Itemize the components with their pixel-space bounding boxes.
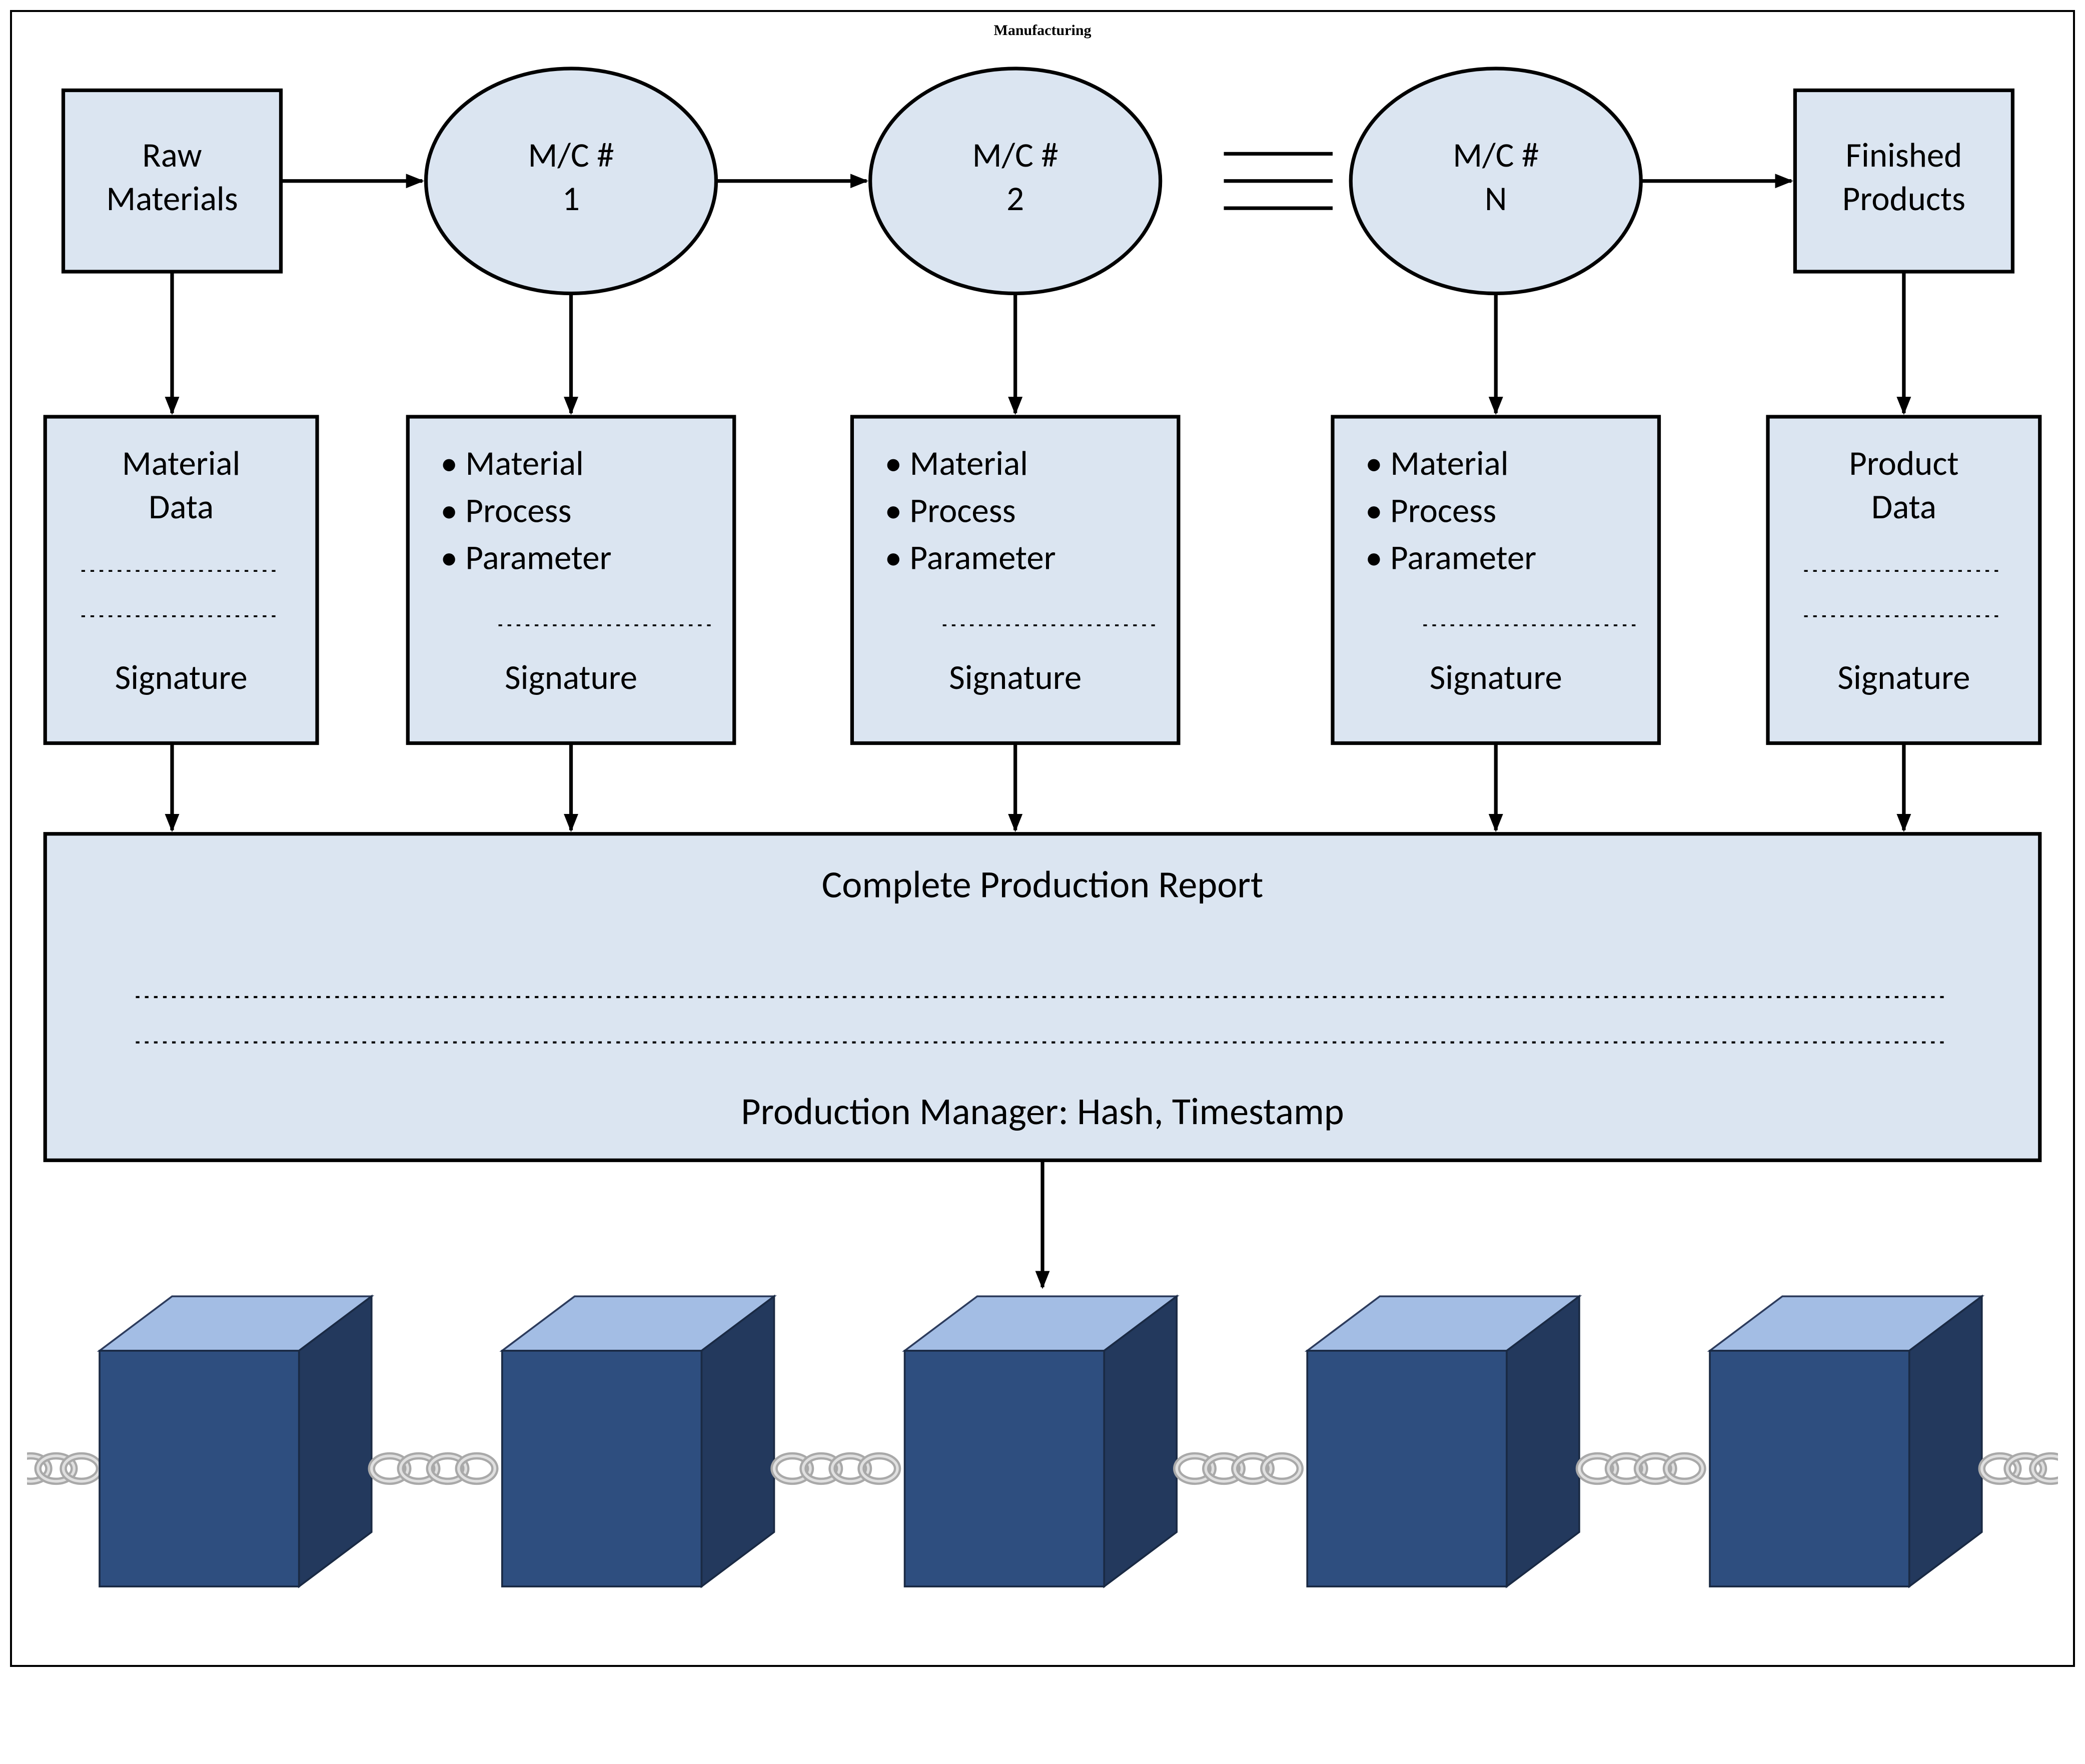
chain-1 xyxy=(372,1456,495,1481)
blockchain-row xyxy=(27,1296,2058,1586)
chain-leading xyxy=(27,1456,100,1481)
chain-trailing xyxy=(1982,1456,2058,1481)
svg-text:• Process: • Process xyxy=(441,489,572,531)
chain-3 xyxy=(1177,1456,1300,1481)
cube-2 xyxy=(502,1296,774,1586)
svg-text:• Material: • Material xyxy=(441,442,584,484)
cube-1 xyxy=(100,1296,372,1586)
diagram-frame: Manufacturing Raw Materials M/C # 1 M/C … xyxy=(10,10,2075,1667)
cube-3 xyxy=(905,1296,1177,1586)
svg-text:2: 2 xyxy=(1006,178,1024,220)
cube-5 xyxy=(1710,1296,1982,1586)
svg-text:• Material: • Material xyxy=(885,442,1028,484)
svg-text:• Process: • Process xyxy=(885,489,1016,531)
svg-text:Materials: Materials xyxy=(106,178,238,220)
continuation-lines xyxy=(1224,154,1333,208)
detail-mcn: • Material • Process • Parameter Signatu… xyxy=(1333,417,1659,743)
svg-text:Products: Products xyxy=(1842,178,1965,220)
detail-mc2: • Material • Process • Parameter Signatu… xyxy=(852,417,1179,743)
chain-4 xyxy=(1579,1456,1703,1481)
node-mc-1: M/C # 1 xyxy=(426,69,716,294)
diagram-svg: Raw Materials M/C # 1 M/C # 2 M/C # N xyxy=(27,54,2058,1650)
chain-2 xyxy=(774,1456,898,1481)
node-raw-materials: Raw Materials xyxy=(64,91,281,272)
svg-text:Data: Data xyxy=(1871,486,1936,528)
svg-text:Signature: Signature xyxy=(1837,656,1970,698)
svg-text:Signature: Signature xyxy=(115,656,248,698)
detail-mc1: • Material • Process • Parameter Signatu… xyxy=(408,417,734,743)
svg-text:Data: Data xyxy=(149,486,214,528)
svg-text:• Parameter: • Parameter xyxy=(441,537,612,579)
svg-text:• Material: • Material xyxy=(1365,442,1508,484)
svg-text:Production Manager: Hash, Time: Production Manager: Hash, Timestamp xyxy=(741,1089,1344,1135)
node-mc-n: M/C # N xyxy=(1351,69,1641,294)
detail-finished: Product Data Signature xyxy=(1768,417,2040,743)
svg-text:1: 1 xyxy=(562,178,580,220)
svg-text:Signature: Signature xyxy=(949,656,1082,698)
svg-text:• Parameter: • Parameter xyxy=(885,537,1056,579)
svg-text:N: N xyxy=(1485,178,1507,220)
svg-text:M/C #: M/C # xyxy=(1453,134,1539,176)
svg-text:Product: Product xyxy=(1849,442,1958,484)
svg-text:Signature: Signature xyxy=(505,656,637,698)
svg-text:Material: Material xyxy=(122,442,240,484)
detail-raw: Material Data Signature xyxy=(45,417,317,743)
svg-text:Signature: Signature xyxy=(1430,656,1562,698)
svg-text:M/C #: M/C # xyxy=(972,134,1059,176)
node-finished-products: Finished Products xyxy=(1795,91,2012,272)
report-box: Complete Production Report Production Ma… xyxy=(45,834,2040,1161)
svg-text:• Process: • Process xyxy=(1365,489,1496,531)
svg-text:Raw: Raw xyxy=(142,134,202,176)
svg-text:M/C #: M/C # xyxy=(528,134,614,176)
cube-4 xyxy=(1307,1296,1579,1586)
diagram-title: Manufacturing xyxy=(27,22,2058,39)
node-mc-2: M/C # 2 xyxy=(870,69,1161,294)
svg-text:Finished: Finished xyxy=(1845,134,1962,176)
svg-text:Complete Production Report: Complete Production Report xyxy=(822,862,1264,908)
svg-text:• Parameter: • Parameter xyxy=(1365,537,1536,579)
